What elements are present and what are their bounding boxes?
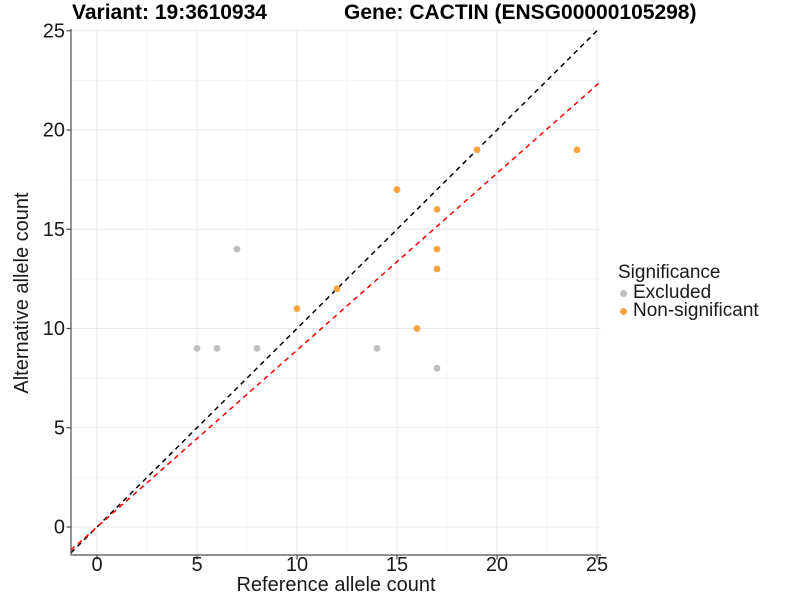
y-tick-label: 5	[54, 417, 65, 439]
data-point-excluded	[233, 245, 241, 253]
data-point-non-significant	[573, 146, 581, 154]
x-axis: 0 5 10 15 20 25	[71, 554, 608, 576]
data-point-excluded	[373, 344, 381, 352]
x-tick-label: 0	[91, 554, 102, 576]
data-point-non-significant	[433, 245, 441, 253]
data-point-non-significant	[473, 146, 481, 154]
data-point-non-significant	[433, 265, 441, 273]
y-tick-label: 25	[43, 20, 65, 42]
data-point-non-significant	[413, 325, 421, 332]
y-tick-label: 0	[54, 517, 65, 539]
x-tick-label: 25	[586, 554, 608, 576]
reference-lines	[71, 29, 601, 554]
x-axis-title: Reference allele count	[236, 574, 436, 596]
y-tick-label: 15	[43, 219, 65, 241]
allele-ratio-line	[71, 80, 601, 551]
data-point-non-significant	[293, 305, 301, 313]
legend-item-non-significant: Non-significant	[616, 300, 759, 321]
x-tick-label: 5	[191, 554, 202, 576]
data-point-excluded	[213, 344, 221, 352]
data-point-non-significant	[433, 206, 441, 213]
y-tick-label: 20	[43, 120, 65, 142]
excluded-dot-icon	[620, 289, 627, 297]
grid-minor	[71, 29, 601, 555]
x-tick-label: 15	[386, 554, 408, 576]
grid-major	[71, 29, 601, 555]
identity-line	[71, 29, 600, 554]
plot-title-gene: Gene: CACTIN (ENSG00000105298)	[344, 1, 697, 24]
data-point-excluded	[193, 344, 201, 352]
legend-label-non-significant: Non-significant	[633, 300, 759, 321]
data-point-non-significant	[333, 285, 341, 293]
y-axis: 0 5 10 15 20 25	[43, 20, 72, 555]
y-axis-title: Alternative allele count	[11, 192, 33, 394]
data-point-non-significant	[393, 186, 401, 193]
legend-title: Significance	[618, 262, 721, 283]
y-tick-label: 10	[43, 318, 65, 340]
non-significant-dot-icon	[620, 307, 627, 315]
data-point-excluded	[433, 364, 441, 372]
legend-label-excluded: Excluded	[633, 282, 712, 303]
x-tick-label: 10	[286, 554, 308, 576]
legend-item-excluded: Excluded	[616, 282, 759, 303]
data-point-excluded	[253, 344, 261, 352]
plot-title-variant: Variant: 19:3610934	[72, 1, 267, 24]
legend: Significance Excluded Non-significant	[616, 263, 759, 320]
x-tick-label: 20	[486, 554, 508, 576]
data-points	[193, 146, 581, 372]
